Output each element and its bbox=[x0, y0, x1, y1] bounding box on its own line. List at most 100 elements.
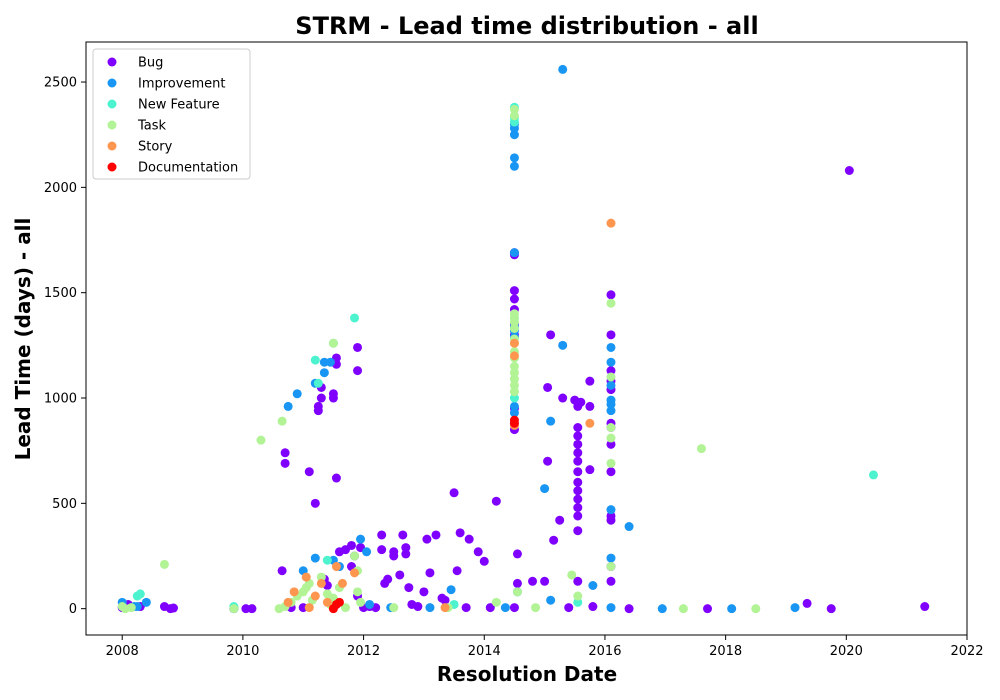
point-bug-42 bbox=[383, 574, 393, 584]
point-improvement-37 bbox=[546, 595, 556, 605]
point-bug-126 bbox=[920, 602, 930, 612]
point-new-feature-1 bbox=[132, 591, 142, 601]
point-bug-32 bbox=[353, 366, 363, 376]
point-improvement-53 bbox=[790, 603, 800, 613]
point-bug-87 bbox=[564, 603, 574, 613]
point-new-feature-3 bbox=[310, 355, 320, 365]
point-bug-101 bbox=[573, 526, 583, 536]
point-new-feature-15 bbox=[868, 470, 878, 480]
x-tick-label: 2020 bbox=[830, 644, 863, 659]
legend-label-new-feature: New Feature bbox=[138, 98, 220, 113]
point-story-11 bbox=[509, 338, 519, 348]
point-bug-64 bbox=[479, 556, 489, 566]
point-bug-81 bbox=[543, 382, 553, 392]
point-bug-106 bbox=[585, 376, 595, 386]
point-bug-48 bbox=[395, 570, 405, 580]
point-bug-79 bbox=[528, 576, 538, 586]
legend-label-improvement: Improvement bbox=[138, 77, 225, 92]
point-bug-120 bbox=[606, 576, 616, 586]
point-bug-96 bbox=[573, 477, 583, 487]
point-new-feature-7 bbox=[350, 313, 360, 323]
point-story-5 bbox=[316, 578, 326, 588]
point-bug-57 bbox=[440, 595, 450, 605]
point-bug-66 bbox=[491, 496, 501, 506]
point-bug-18 bbox=[316, 393, 326, 403]
x-tick-label: 2008 bbox=[106, 644, 139, 659]
point-improvement-12 bbox=[325, 357, 335, 367]
legend-marker-bug bbox=[107, 57, 117, 67]
point-bug-90 bbox=[573, 423, 583, 433]
y-tick-label: 2000 bbox=[44, 181, 77, 196]
point-task-48 bbox=[606, 298, 616, 308]
point-improvement-47 bbox=[606, 505, 616, 515]
point-story-15 bbox=[606, 218, 616, 228]
point-improvement-31 bbox=[509, 401, 519, 411]
point-task-40 bbox=[509, 368, 519, 378]
point-bug-123 bbox=[802, 598, 812, 608]
point-story-12 bbox=[509, 351, 519, 361]
point-task-42 bbox=[509, 380, 519, 390]
legend-label-task: Task bbox=[137, 119, 167, 134]
point-task-45 bbox=[531, 603, 541, 613]
point-improvement-6 bbox=[292, 389, 302, 399]
point-improvement-27 bbox=[509, 248, 519, 258]
y-tick-label: 1000 bbox=[44, 392, 77, 407]
point-bug-51 bbox=[413, 602, 423, 612]
point-bug-83 bbox=[546, 330, 556, 340]
point-story-4 bbox=[310, 591, 320, 601]
point-story-7 bbox=[331, 562, 341, 572]
x-tick-label: 2018 bbox=[709, 644, 742, 659]
legend-label-documentation: Documentation bbox=[138, 161, 238, 176]
point-improvement-16 bbox=[362, 547, 372, 557]
point-task-30 bbox=[509, 111, 519, 121]
point-bug-58 bbox=[449, 488, 459, 498]
point-task-51 bbox=[606, 433, 616, 443]
point-task-5 bbox=[256, 435, 266, 445]
legend-marker-improvement bbox=[107, 78, 117, 88]
point-improvement-25 bbox=[509, 153, 519, 163]
point-bug-80 bbox=[540, 576, 550, 586]
point-bug-105 bbox=[585, 401, 595, 411]
point-improvement-40 bbox=[588, 580, 598, 590]
point-improvement-42 bbox=[606, 357, 616, 367]
legend-box bbox=[92, 48, 251, 180]
point-story-8 bbox=[337, 578, 347, 588]
point-task-34 bbox=[509, 323, 519, 333]
point-bug-44 bbox=[389, 551, 399, 561]
point-bug-55 bbox=[431, 530, 441, 540]
point-task-2 bbox=[126, 603, 136, 613]
point-bug-93 bbox=[573, 448, 583, 458]
point-bug-39 bbox=[377, 530, 387, 540]
y-tick-label: 500 bbox=[52, 497, 77, 512]
point-bug-65 bbox=[485, 603, 495, 613]
point-bug-8 bbox=[247, 604, 257, 614]
point-task-6 bbox=[277, 416, 287, 426]
point-task-46 bbox=[567, 570, 577, 580]
point-task-4 bbox=[229, 604, 239, 614]
point-improvement-24 bbox=[509, 130, 519, 140]
point-bug-82 bbox=[543, 456, 553, 466]
point-story-6 bbox=[322, 597, 332, 607]
point-task-29 bbox=[509, 104, 519, 114]
point-bug-15 bbox=[310, 498, 320, 508]
point-bug-122 bbox=[703, 604, 713, 614]
point-bug-91 bbox=[573, 431, 583, 441]
point-task-47 bbox=[573, 591, 583, 601]
point-bug-76 bbox=[509, 286, 519, 296]
point-bug-29 bbox=[347, 540, 357, 550]
point-bug-53 bbox=[422, 534, 432, 544]
point-task-26 bbox=[389, 603, 399, 613]
point-bug-100 bbox=[573, 511, 583, 521]
point-bug-49 bbox=[404, 583, 414, 593]
point-bug-125 bbox=[844, 166, 854, 176]
point-improvement-10 bbox=[319, 368, 329, 378]
point-improvement-5 bbox=[283, 401, 293, 411]
point-task-18 bbox=[328, 338, 338, 348]
point-bug-63 bbox=[473, 547, 483, 557]
point-improvement-8 bbox=[310, 553, 320, 563]
point-bug-9 bbox=[277, 566, 287, 576]
point-bug-97 bbox=[573, 486, 583, 496]
point-improvement-3 bbox=[141, 597, 151, 607]
point-improvement-23 bbox=[509, 123, 519, 133]
